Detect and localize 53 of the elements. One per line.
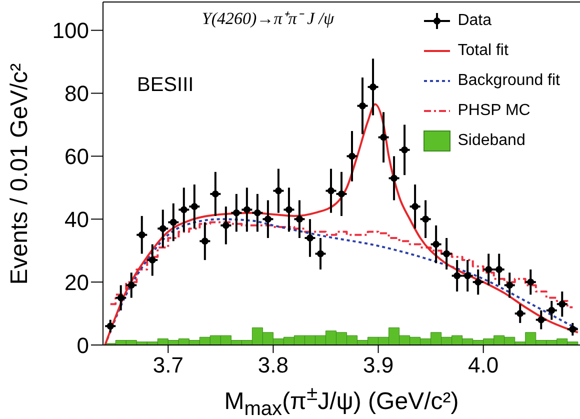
y-tick-label: 100	[52, 18, 89, 44]
point	[558, 300, 566, 308]
legend-label: Background fit	[458, 72, 560, 90]
point	[443, 250, 450, 258]
point	[296, 216, 303, 223]
point	[527, 278, 534, 286]
point	[380, 134, 388, 141]
point	[569, 326, 576, 333]
point	[201, 238, 208, 245]
point	[106, 322, 114, 330]
point	[306, 234, 314, 242]
legend-label: Total fit	[458, 42, 508, 60]
x-tick-label: 3.9	[362, 352, 394, 378]
legend-label: Data	[458, 12, 492, 30]
point	[516, 310, 524, 318]
point	[117, 294, 124, 302]
point	[474, 278, 482, 286]
point	[138, 231, 146, 238]
point	[422, 216, 430, 223]
point	[170, 218, 177, 226]
point	[348, 152, 356, 160]
chart-title: Y(4260)→π⁺π⁻ J /ψ	[200, 8, 336, 29]
x-axis-title: M$_{max}$(π$^{±}$J/ψ) (GeV/c²)	[223, 383, 460, 419]
x-tick-label: 3.8	[258, 352, 289, 378]
point	[148, 256, 156, 264]
point	[432, 240, 440, 248]
point	[274, 187, 282, 194]
point	[316, 250, 324, 258]
point	[222, 222, 230, 229]
point	[264, 216, 272, 223]
point	[390, 174, 398, 182]
y-tick-label: 40	[64, 206, 89, 232]
point	[159, 225, 166, 232]
point	[212, 190, 219, 198]
y-tick-label: 0	[76, 332, 89, 358]
legend-label: PHSP MC	[458, 102, 530, 120]
point	[548, 306, 556, 314]
y-axis-title: Events / 0.01 GeV/c²	[6, 62, 34, 284]
legend-label: Sideband	[458, 132, 526, 150]
point	[412, 203, 419, 210]
y-tick-label: 60	[64, 144, 89, 170]
annotation: BESIII	[137, 74, 194, 97]
x-tick-label: 3.7	[152, 352, 184, 378]
point	[128, 282, 135, 289]
point	[401, 146, 408, 154]
y-tick-label: 80	[64, 81, 89, 106]
point	[370, 83, 377, 90]
point	[359, 102, 366, 110]
x-tick-label: 4.0	[468, 352, 499, 378]
point	[506, 282, 514, 289]
y-tick-label: 20	[64, 270, 89, 295]
point	[538, 316, 545, 324]
point	[285, 206, 292, 214]
